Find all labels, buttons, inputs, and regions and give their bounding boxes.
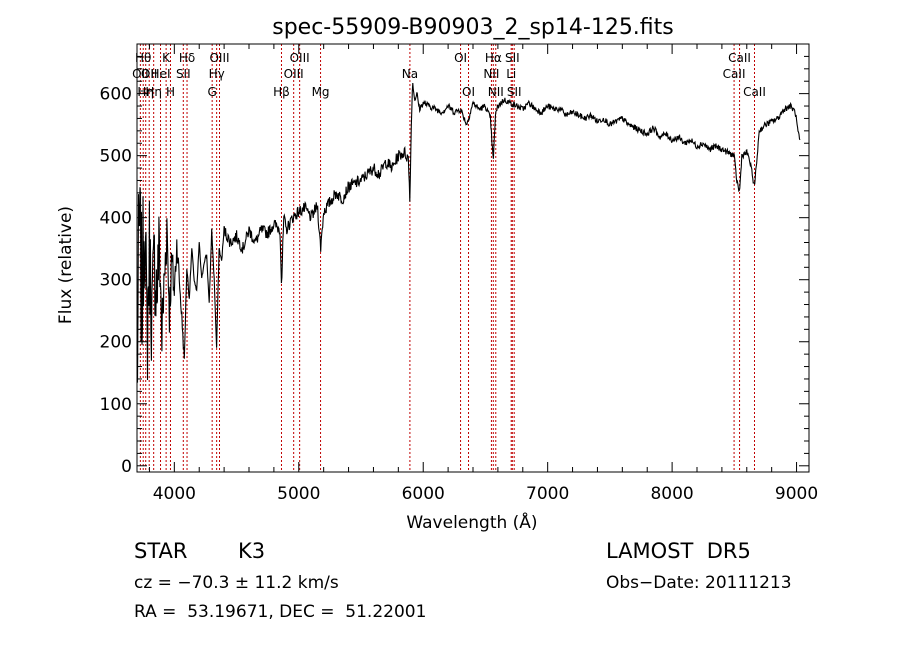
emission-line-label: OII	[141, 67, 158, 81]
emission-line-label: H	[166, 85, 175, 99]
y-tick-label: 200	[100, 333, 132, 353]
emission-line-label: Hα	[485, 51, 502, 65]
y-tick-label: 0	[121, 457, 132, 477]
coordinates-readout: RA = 53.19671, DEC = 51.22001	[134, 602, 427, 622]
x-tick-label: 9000	[775, 484, 818, 504]
y-tick-label: 100	[100, 395, 132, 415]
y-tick-label: 400	[100, 209, 132, 229]
emission-line-label: OIII	[209, 51, 229, 65]
survey-name: LAMOST DR5	[606, 539, 751, 563]
y-tick-label: 300	[100, 271, 132, 291]
object-class: STAR	[134, 539, 188, 563]
emission-line-label: G	[208, 85, 217, 99]
emission-line-label: HeI	[151, 67, 171, 81]
x-tick-label: 8000	[650, 484, 693, 504]
emission-line-label: Hβ	[273, 85, 290, 99]
y-axis-ticks: 0 100 200 300 400 500 600	[100, 55, 809, 477]
emission-line-label: SII	[505, 51, 520, 65]
spectrum-line	[136, 82, 801, 383]
emission-line-label: OIII	[290, 51, 310, 65]
x-tick-label: 6000	[402, 484, 445, 504]
emission-line-label: Na	[402, 67, 418, 81]
emission-line-label: Li	[506, 67, 516, 81]
redshift-readout: cz = −70.3 ± 11.2 km/s	[134, 573, 339, 593]
chart-title: spec-55909-B90903_2_sp14-125.fits	[272, 15, 674, 40]
emission-line-label: Mg	[312, 85, 330, 99]
emission-line-label: Hθ	[135, 51, 151, 65]
y-axis-label: Flux (relative)	[56, 206, 76, 324]
emission-line-label: K	[162, 51, 171, 65]
x-tick-label: 7000	[526, 484, 569, 504]
obs-date: Obs−Date: 20111213	[606, 573, 792, 593]
emission-line-label: Hγ	[209, 67, 225, 81]
emission-line-label: CaII	[728, 51, 751, 65]
emission-line-labels: OIIHθHηOIIHηHeIKHSIIHδGHγOIIIHβOIIIOIIIM…	[132, 51, 766, 99]
emission-line-label: Hη	[145, 85, 162, 99]
x-axis-ticks: 4000 5000 6000 7000 8000 9000	[148, 44, 818, 504]
emission-line-label: OI	[462, 85, 475, 99]
emission-line-label: Hδ	[179, 51, 195, 65]
emission-line-label: CaII	[723, 67, 746, 81]
emission-line-label: OIII	[284, 67, 304, 81]
emission-line-markers	[139, 44, 755, 472]
x-tick-label: 5000	[277, 484, 320, 504]
emission-line-label: NII	[488, 85, 504, 99]
emission-line-label: SII	[507, 85, 522, 99]
emission-line-label: NII	[483, 67, 499, 81]
object-subclass: K3	[238, 539, 266, 563]
x-axis-label: Wavelength (Å)	[406, 511, 537, 533]
emission-line-label: CaII	[743, 85, 766, 99]
emission-line-label: Hη	[137, 85, 154, 99]
emission-line-label: OI	[454, 51, 467, 65]
y-tick-label: 600	[100, 85, 132, 105]
plot-frame	[136, 43, 810, 473]
y-tick-label: 500	[100, 147, 132, 167]
x-tick-label: 4000	[153, 484, 196, 504]
emission-line-label: SII	[176, 67, 191, 81]
emission-line-label: OII	[132, 67, 149, 81]
